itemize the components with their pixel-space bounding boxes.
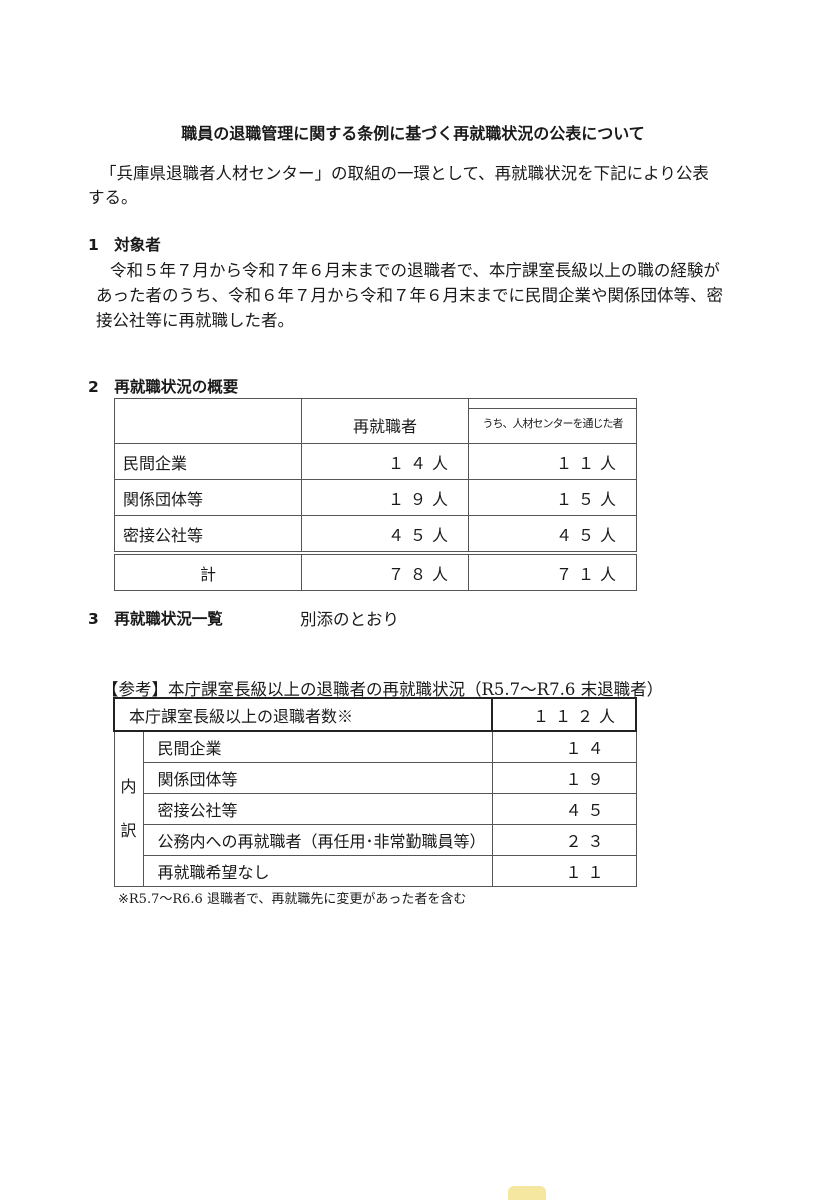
total-row: 計 ７８人 ７１人: [114, 551, 637, 591]
intro-line-2: する。: [88, 188, 138, 207]
row-label: 再就職希望なし: [142, 855, 493, 887]
table-row: 密接公社等 ４５: [114, 793, 637, 825]
row-value: １９: [491, 762, 637, 794]
table-row: 関係団体等 １９: [114, 762, 637, 794]
intro-line-1: 「兵庫県退職者人材センター」の取組の一環として、再就職状況を下記により公表: [100, 164, 709, 183]
section3-heading: 3 再就職状況一覧: [88, 610, 223, 628]
row-value: １４: [491, 730, 637, 763]
section1-heading: 1 対象者: [88, 236, 161, 254]
row-label: 密接公社等: [114, 515, 302, 554]
reference-total-value: １１２人: [491, 697, 637, 732]
header-blank: [114, 398, 302, 444]
row-value: ４５人: [468, 515, 637, 554]
section3-text: 別添のとおり: [300, 610, 399, 629]
row-value: ２３: [491, 824, 637, 856]
row-label: 密接公社等: [142, 793, 493, 825]
summary-table: 再就職者 うち、人材センターを通じた者 民間企業 １４人 １１人 関係団体等 １…: [114, 398, 637, 591]
row-value: １５人: [468, 479, 637, 516]
row-value: １１人: [468, 443, 637, 480]
breakdown-char: 訳: [120, 821, 137, 840]
row-value: １９人: [301, 479, 469, 516]
total-value: ７１人: [468, 551, 637, 591]
breakdown-label: 内訳: [113, 730, 144, 887]
row-label: 民間企業: [114, 443, 302, 480]
table-header-row: 再就職者 うち、人材センターを通じた者: [114, 398, 637, 444]
breakdown-char: 内: [120, 777, 137, 796]
total-label: 計: [114, 551, 302, 591]
bottom-tab-marker: [508, 1186, 546, 1200]
section2-heading: 2 再就職状況の概要: [88, 378, 239, 396]
row-value: ４５: [491, 793, 637, 825]
reference-total-row: 本庁課室長級以上の退職者数※ １１２人: [113, 697, 637, 732]
reference-table: 本庁課室長級以上の退職者数※ １１２人 内訳 民間企業 １４ 関係団体等 １９ …: [113, 697, 637, 887]
row-value: １１: [491, 855, 637, 887]
section1-line-1: 令和５年７月から令和７年６月末までの退職者で、本庁課室長級以上の職の経験が: [110, 261, 720, 280]
table-row: 公務内への再就職者（再任用･非常勤職員等） ２３: [114, 824, 637, 856]
reference-footnote: ※R5.7～R6.6 退職者で、再就職先に変更があった者を含む: [118, 892, 467, 907]
table-row: 民間企業 １４人 １１人: [114, 443, 637, 480]
table-row: 再就職希望なし １１: [114, 855, 637, 887]
header-via-center: うち、人材センターを通じた者: [469, 408, 636, 431]
page-title: 職員の退職管理に関する条例に基づく再就職状況の公表について: [181, 124, 645, 143]
reference-title: 【参考】本庁課室長級以上の退職者の再就職状況（R5.7～R7.6 末退職者）: [102, 680, 664, 699]
row-label: 公務内への再就職者（再任用･非常勤職員等）: [142, 824, 493, 856]
section1-line-2: あった者のうち、令和６年７月から令和７年６月末までに民間企業や関係団体等、密: [96, 286, 723, 305]
reference-total-label: 本庁課室長級以上の退職者数※: [113, 697, 493, 732]
header-via-center-cell: うち、人材センターを通じた者: [468, 398, 637, 444]
table-row: 関係団体等 １９人 １５人: [114, 479, 637, 516]
row-label: 関係団体等: [142, 762, 493, 794]
total-value: ７８人: [301, 551, 469, 591]
table-row: 内訳 民間企業 １４: [113, 730, 637, 887]
section1-line-3: 接公社等に再就職した者。: [96, 311, 294, 330]
row-label: 民間企業: [142, 730, 493, 763]
header-reemployed: 再就職者: [301, 398, 469, 444]
table-row: 密接公社等 ４５人 ４５人: [114, 515, 637, 554]
row-value: １４人: [301, 443, 469, 480]
row-value: ４５人: [301, 515, 469, 554]
row-label: 関係団体等: [114, 479, 302, 516]
